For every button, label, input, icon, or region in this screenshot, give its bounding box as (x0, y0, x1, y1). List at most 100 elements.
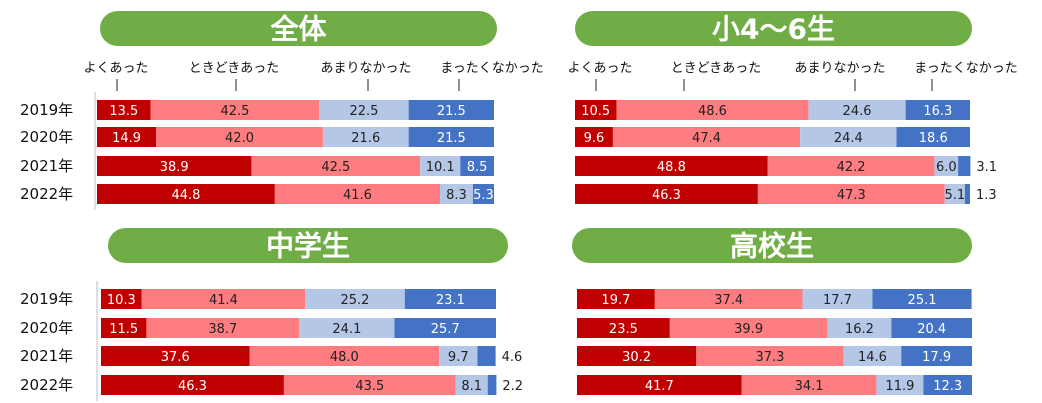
chart-1-value-label-2-4: 21.5 (437, 131, 466, 146)
chart-1-bar-2-4 (408, 127, 494, 147)
chart-2-value-label-1-4: 16.3 (923, 104, 952, 119)
chart-2-bar-3-2 (767, 156, 935, 176)
chart-1-value-label-2-2: 42.0 (225, 131, 254, 146)
chart-2-value-label-2-4: 18.6 (919, 131, 948, 146)
chart-2-legend-label-3: あまりなかった (794, 61, 885, 76)
chart-2-bar-3-3 (934, 156, 959, 176)
chart-1-bar-4-3 (440, 184, 473, 204)
chart-1-legend-label-1: よくあった (83, 61, 148, 76)
chart-4-value-label-3-3: 14.6 (858, 350, 887, 365)
chart-2-value-label-2-2: 47.4 (692, 131, 721, 146)
chart-2-value-label-3-3: 6.0 (936, 160, 957, 175)
chart-2-bar-1-2 (616, 100, 809, 120)
chart-4-value-label-2-2: 39.9 (734, 322, 763, 337)
chart-3-bar-1-2 (141, 289, 306, 309)
chart-3-value-label-3-4: 4.6 (502, 350, 523, 365)
chart-4-value-label-4-3: 11.9 (885, 379, 914, 394)
chart-3-value-label-4-3: 8.1 (461, 379, 482, 394)
chart-3-bar-3-1 (101, 346, 250, 366)
chart-4-value-label-2-1: 23.5 (609, 322, 638, 337)
chart-3-bar-3-2 (249, 346, 440, 366)
chart-4-value-label-4-2: 34.1 (795, 379, 824, 394)
chart-2-bar-2-2 (612, 127, 801, 147)
chart-1-year-label-2: 2020年 (20, 128, 73, 146)
chart-1-value-label-4-4: 5.3 (473, 188, 494, 203)
chart-4-value-label-2-3: 16.2 (845, 322, 874, 337)
chart-4-value-label-1-4: 25.1 (908, 293, 937, 308)
chart-1-legend-label-4: まったくなかった (440, 61, 543, 76)
chart-1-bar-2-3 (322, 127, 409, 147)
chart-2-bar-1-1 (575, 100, 617, 120)
chart-2-value-label-4-1: 46.3 (652, 188, 681, 203)
chart-1-bar-2-1 (97, 127, 157, 147)
chart-1-year-label-1: 2019年 (20, 101, 73, 119)
chart-3-bar-2-2 (146, 318, 300, 338)
chart-3-year-label-3: 2021年 (20, 347, 73, 365)
chart-3-year-label-4: 2022年 (20, 376, 73, 394)
chart-2-value-label-1-1: 10.5 (581, 104, 610, 119)
chart-1-value-label-4-2: 41.6 (343, 188, 372, 203)
chart-3-bar-4-3 (455, 375, 488, 395)
chart-1-value-label-1-3: 22.5 (350, 104, 379, 119)
chart-1-value-label-1-4: 21.5 (437, 104, 466, 119)
chart-2-bar-4-4 (964, 184, 970, 204)
chart-3-value-label-4-1: 46.3 (178, 379, 207, 394)
chart-4-bar-1-2 (654, 289, 803, 309)
chart-2-legend-label-1: よくあった (567, 61, 632, 76)
chart-4-bar-2-4 (891, 318, 972, 338)
chart-2-bar-2-1 (575, 127, 613, 147)
chart-3-value-label-2-2: 38.7 (208, 322, 237, 337)
chart-2-title-pill (575, 11, 972, 46)
chart-3-value-label-2-1: 11.5 (109, 322, 138, 337)
chart-2-value-label-3-4: 3.1 (976, 160, 997, 175)
chart-2-bar-2-4 (896, 127, 970, 147)
chart-4-bar-4-2 (741, 375, 877, 395)
chart-3-value-label-1-3: 25.2 (341, 293, 370, 308)
chart-4-title: 高校生 (730, 230, 814, 263)
chart-1-bar-4-1 (97, 184, 275, 204)
chart-3-bar-2-3 (299, 318, 395, 338)
chart-4-value-label-1-2: 37.4 (714, 293, 743, 308)
chart-4-bar-2-2 (669, 318, 828, 338)
chart-3-bar-4-2 (283, 375, 456, 395)
chart-2-bar-1-3 (808, 100, 906, 120)
chart-1-bar-4-4 (472, 184, 494, 204)
chart-1-value-label-2-3: 21.6 (351, 131, 380, 146)
chart-3-value-label-2-4: 25.7 (431, 322, 460, 337)
chart-2-value-label-1-2: 48.6 (698, 104, 727, 119)
chart-1-value-label-1-1: 13.5 (109, 104, 138, 119)
chart-2-value-label-2-1: 9.6 (584, 131, 605, 146)
chart-3-year-label-1: 2019年 (20, 290, 73, 308)
chart-3-value-label-3-3: 9.7 (448, 350, 469, 365)
chart-4-bar-1-1 (577, 289, 655, 309)
chart-1-value-label-1-2: 42.5 (220, 104, 249, 119)
chart-3-value-label-2-3: 24.1 (332, 322, 361, 337)
chart-3-title: 中学生 (266, 230, 350, 263)
chart-1-bar-3-2 (251, 156, 421, 176)
chart-3-title-pill (108, 228, 508, 263)
chart-2-legend-label-2: ときどきあった (671, 61, 762, 76)
chart-2-bar-3-1 (575, 156, 768, 176)
chart-4-value-label-4-1: 41.7 (645, 379, 674, 394)
chart-1-value-label-3-1: 38.9 (160, 160, 189, 175)
chart-4-value-label-3-4: 17.9 (922, 350, 951, 365)
chart-4-bar-4-4 (923, 375, 972, 395)
chart-3-value-label-1-4: 23.1 (436, 293, 465, 308)
chart-1-value-label-4-1: 44.8 (171, 188, 200, 203)
chart-2-bar-4-2 (757, 184, 945, 204)
chart-2-value-label-4-3: 5.1 (944, 188, 965, 203)
chart-2-bar-4-1 (575, 184, 758, 204)
chart-3-bar-3-3 (439, 346, 478, 366)
chart-2-bar-1-4 (905, 100, 970, 120)
chart-1-year-label-3: 2021年 (20, 157, 73, 175)
chart-1-value-label-2-1: 14.9 (112, 131, 141, 146)
chart-3-bar-2-1 (101, 318, 147, 338)
chart-2-bar-3-4 (958, 156, 971, 176)
chart-3-value-label-3-2: 48.0 (330, 350, 359, 365)
chart-3-value-label-4-2: 43.5 (355, 379, 384, 394)
chart-4-bar-3-4 (901, 346, 972, 366)
chart-4-value-label-3-1: 30.2 (622, 350, 651, 365)
chart-2-bar-2-3 (800, 127, 897, 147)
chart-2-value-label-1-3: 24.6 (843, 104, 872, 119)
